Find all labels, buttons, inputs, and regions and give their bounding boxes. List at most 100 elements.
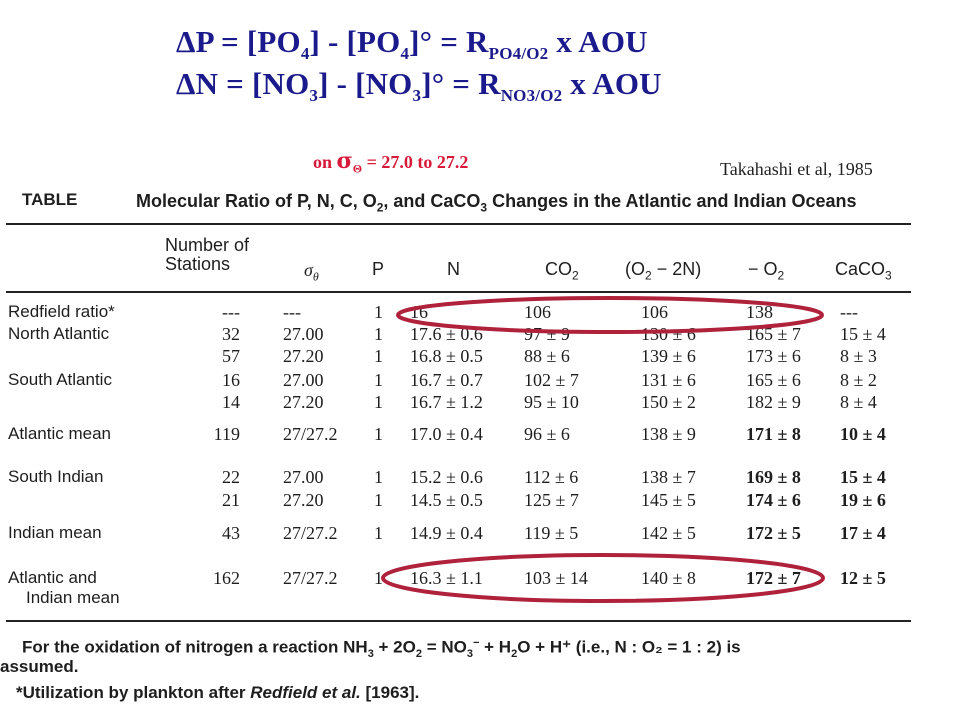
- cell-neg-o2: 172 ± 7: [746, 568, 801, 588]
- cell-stations: 32: [222, 324, 240, 344]
- cell-caco3: 8 ± 3: [840, 346, 877, 366]
- footnote-reaction: For the oxidation of nitrogen a reaction…: [22, 637, 741, 661]
- cell-neg-o2: 171 ± 8: [746, 424, 801, 444]
- header-caco3: CaCO3: [835, 259, 892, 283]
- header-co2: CO2: [545, 259, 579, 283]
- cell-sigma: 27.00: [283, 370, 324, 390]
- row-label-continued: Indian mean: [26, 588, 120, 607]
- cell-neg-o2: 182 ± 9: [746, 392, 801, 412]
- cell-o2n: 139 ± 6: [641, 346, 696, 366]
- cell-sigma: ---: [283, 302, 301, 322]
- cell-p: 1: [374, 392, 383, 412]
- cell-stations: 22: [222, 467, 240, 487]
- cell-n: 14.9 ± 0.4: [410, 523, 483, 543]
- cell-stations: ---: [222, 302, 240, 322]
- sigma-range-note: on σΘ = 27.0 to 27.2: [313, 148, 469, 176]
- highlight-oval-redfield: [396, 296, 824, 334]
- cell-co2: 95 ± 10: [524, 392, 579, 412]
- footnote-assumed: assumed.: [0, 657, 79, 676]
- equation-delta-p: ΔP = [PO4] - [PO4]° = RPO4/O2 x AOU: [176, 24, 648, 63]
- cell-co2: 119 ± 5: [524, 523, 579, 543]
- cell-caco3: 10 ± 4: [840, 424, 886, 444]
- cell-neg-o2: 165 ± 6: [746, 370, 801, 390]
- row-label: Redfield ratio*: [8, 302, 115, 321]
- cell-sigma: 27.00: [283, 467, 324, 487]
- cell-o2n: 138 ± 7: [641, 467, 696, 487]
- header-p: P: [372, 259, 385, 279]
- header-n: N: [447, 259, 460, 279]
- row-label: Atlantic mean: [8, 424, 111, 443]
- table-label: TABLE: [22, 190, 78, 209]
- cell-neg-o2: 173 ± 6: [746, 346, 801, 366]
- citation: Takahashi et al, 1985: [720, 159, 873, 179]
- cell-neg-o2: 169 ± 8: [746, 467, 801, 487]
- cell-o2n: 138 ± 9: [641, 424, 696, 444]
- table-bottom-rule: [6, 620, 911, 622]
- cell-stations: 57: [222, 346, 240, 366]
- cell-stations: 14: [222, 392, 240, 412]
- header-stations: Number of Stations: [165, 235, 250, 274]
- cell-p: 1: [374, 346, 383, 366]
- cell-co2: 106: [524, 302, 551, 322]
- cell-co2: 88 ± 6: [524, 346, 570, 366]
- footnote-redfield: *Utilization by plankton after Redfield …: [16, 683, 420, 702]
- row-label: Atlantic and: [8, 568, 97, 587]
- cell-stations: 162: [213, 568, 240, 588]
- cell-co2: 103 ± 14: [524, 568, 588, 588]
- cell-o2n: 150 ± 2: [641, 392, 696, 412]
- cell-co2: 125 ± 7: [524, 490, 579, 510]
- table-top-rule: [6, 223, 911, 225]
- table-header-rule: [6, 291, 911, 293]
- cell-sigma: 27/27.2: [283, 523, 338, 543]
- cell-caco3: 19 ± 6: [840, 490, 886, 510]
- cell-o2n: 130 ± 6: [641, 324, 696, 344]
- cell-caco3: ---: [840, 302, 858, 322]
- header-sigma: σθ: [304, 260, 319, 284]
- row-label: Indian mean: [8, 523, 102, 542]
- cell-o2n: 131 ± 6: [641, 370, 696, 390]
- cell-caco3: 17 ± 4: [840, 523, 886, 543]
- cell-n: 16.8 ± 0.5: [410, 346, 483, 366]
- cell-co2: 112 ± 6: [524, 467, 579, 487]
- highlight-oval-atlantic-indian-mean: [381, 553, 825, 603]
- cell-o2n: 145 ± 5: [641, 490, 696, 510]
- cell-n: 16.7 ± 1.2: [410, 392, 483, 412]
- row-label: South Atlantic: [8, 370, 112, 389]
- table-caption: Molecular Ratio of P, N, C, O2, and CaCO…: [136, 191, 857, 215]
- cell-p: 1: [374, 490, 383, 510]
- equation-delta-n: ΔN = [NO3] - [NO3]° = RNO3/O2 x AOU: [176, 66, 662, 105]
- cell-sigma: 27.00: [283, 324, 324, 344]
- cell-sigma: 27.20: [283, 490, 324, 510]
- cell-caco3: 15 ± 4: [840, 324, 886, 344]
- cell-n: 17.0 ± 0.4: [410, 424, 483, 444]
- cell-n: 15.2 ± 0.6: [410, 467, 483, 487]
- cell-neg-o2: 138: [746, 302, 773, 322]
- cell-caco3: 15 ± 4: [840, 467, 886, 487]
- header-neg-o2: − O2: [748, 259, 785, 283]
- cell-caco3: 8 ± 4: [840, 392, 877, 412]
- cell-p: 1: [374, 467, 383, 487]
- cell-sigma: 27/27.2: [283, 568, 338, 588]
- cell-stations: 43: [222, 523, 240, 543]
- cell-p: 1: [374, 302, 383, 322]
- cell-o2n: 140 ± 8: [641, 568, 696, 588]
- cell-sigma: 27.20: [283, 346, 324, 366]
- cell-neg-o2: 174 ± 6: [746, 490, 801, 510]
- header-o2-minus-2n: (O2 − 2N): [625, 259, 702, 283]
- cell-n: 14.5 ± 0.5: [410, 490, 483, 510]
- cell-o2n: 142 ± 5: [641, 523, 696, 543]
- cell-co2: 102 ± 7: [524, 370, 579, 390]
- cell-stations: 16: [222, 370, 240, 390]
- cell-p: 1: [374, 523, 383, 543]
- cell-sigma: 27.20: [283, 392, 324, 412]
- row-label: North Atlantic: [8, 324, 110, 343]
- cell-stations: 21: [222, 490, 240, 510]
- cell-p: 1: [374, 370, 383, 390]
- cell-co2: 96 ± 6: [524, 424, 570, 444]
- cell-caco3: 12 ± 5: [840, 568, 886, 588]
- cell-p: 1: [374, 324, 383, 344]
- cell-o2n: 106: [641, 302, 668, 322]
- row-label: South Indian: [8, 467, 104, 486]
- cell-n: 16.3 ± 1.1: [410, 568, 483, 588]
